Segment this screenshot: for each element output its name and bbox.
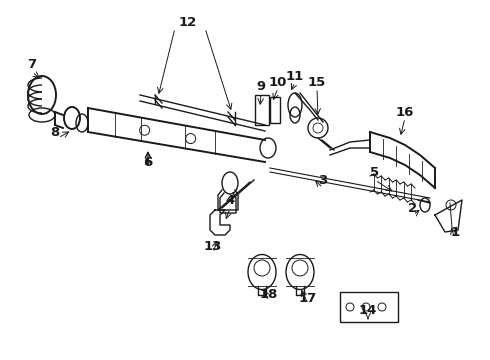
- Text: 13: 13: [204, 240, 222, 253]
- Text: 8: 8: [50, 126, 60, 139]
- Text: 7: 7: [27, 58, 37, 72]
- Bar: [340, 292, 398, 322]
- Text: 6: 6: [144, 156, 152, 168]
- Text: 14: 14: [359, 303, 377, 316]
- Text: 5: 5: [370, 166, 380, 180]
- Text: 15: 15: [308, 76, 326, 89]
- Text: 2: 2: [409, 202, 417, 215]
- Text: 17: 17: [299, 292, 317, 305]
- Text: 3: 3: [318, 174, 328, 186]
- Text: 10: 10: [269, 76, 287, 89]
- Text: 9: 9: [256, 81, 266, 94]
- Text: 4: 4: [225, 194, 235, 207]
- Text: 16: 16: [396, 105, 414, 118]
- Text: 1: 1: [450, 225, 460, 238]
- Text: 12: 12: [179, 15, 197, 28]
- Text: 18: 18: [260, 288, 278, 302]
- Text: 11: 11: [286, 69, 304, 82]
